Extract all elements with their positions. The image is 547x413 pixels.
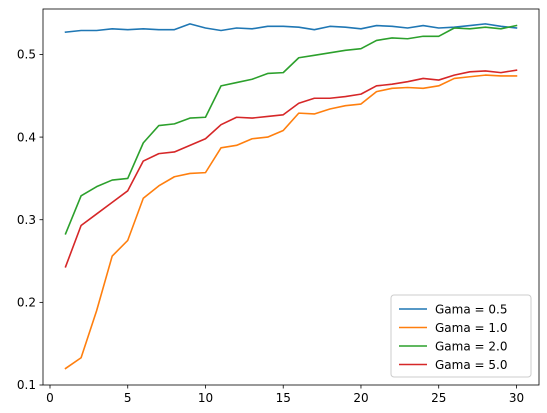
x-tick-label: 0: [46, 391, 54, 405]
x-tick-label: 25: [431, 391, 446, 405]
x-tick-label: 30: [509, 391, 524, 405]
x-tick-label: 10: [198, 391, 213, 405]
y-tick-label: 0.1: [17, 378, 36, 392]
legend-label: Gama = 2.0: [435, 339, 507, 353]
x-tick-label: 15: [276, 391, 291, 405]
legend-box: [390, 294, 532, 378]
x-axis: 0 5 10 15 20 25 30: [46, 385, 524, 405]
series-line-2: [64, 74, 518, 370]
legend: Gama = 0.5 Gama = 1.0 Gama = 2.0 Gama = 5.0: [390, 294, 532, 378]
y-tick-label: 0.3: [17, 213, 36, 227]
series-layer: [64, 23, 518, 370]
legend-label: Gama = 5.0: [435, 358, 507, 372]
legend-label: Gama = 1.0: [435, 321, 507, 335]
y-axis: 0.1 0.2 0.3 0.4 0.5: [17, 48, 43, 392]
x-tick-label: 5: [124, 391, 132, 405]
y-tick-label: 0.4: [17, 130, 36, 144]
series-line-1: [64, 23, 518, 34]
series-line-4: [64, 69, 518, 268]
legend-label: Gama = 0.5: [435, 302, 507, 316]
y-tick-label: 0.2: [17, 296, 36, 310]
y-tick-label: 0.5: [17, 48, 36, 62]
axes-frame: [42, 8, 540, 386]
x-tick-label: 20: [353, 391, 368, 405]
series-line-3: [64, 24, 518, 235]
